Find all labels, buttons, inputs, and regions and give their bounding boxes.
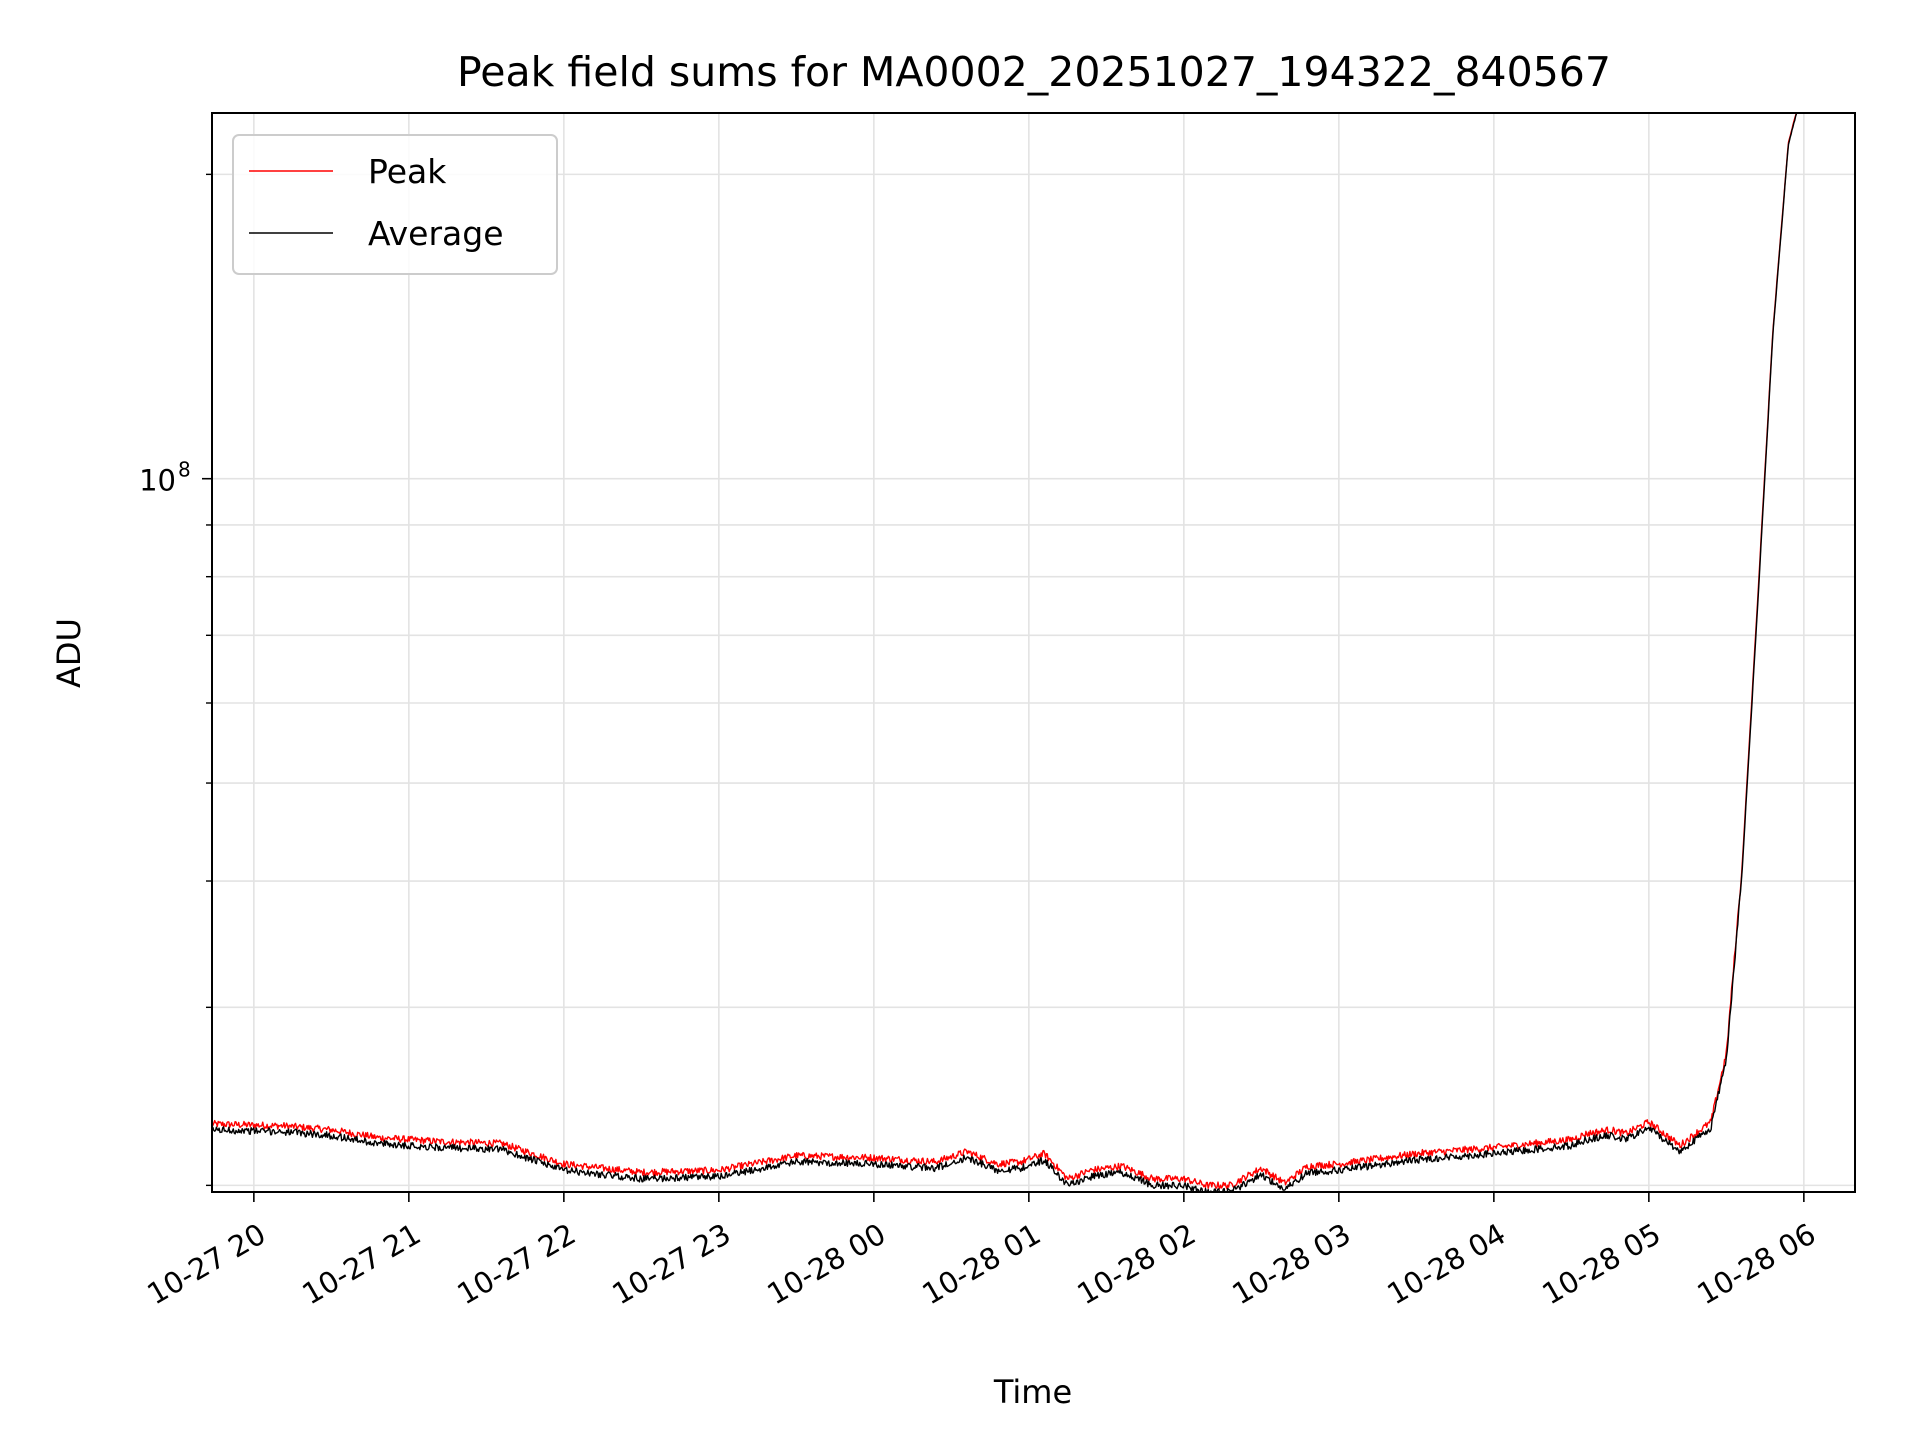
series-layer [212, 113, 1798, 1192]
ticks [202, 173, 1805, 1202]
plot-frame [211, 112, 1856, 1193]
legend-box [232, 134, 558, 275]
chart-title: Peak field sums for MA0002_20251027_1943… [457, 48, 1611, 96]
grid [212, 113, 1855, 1192]
y-tick-label-exponent: 8 [178, 458, 191, 482]
y-tick-label: 10 [139, 464, 176, 498]
series-line-average [212, 113, 1798, 1192]
legend-peak-label: Peak [368, 152, 447, 191]
legend-average-label: Average [368, 214, 504, 253]
series-line-peak [212, 113, 1798, 1190]
x-axis-label: Time [993, 1373, 1072, 1411]
legend: Peak Average [232, 134, 558, 275]
y-axis-label: ADU [50, 618, 88, 688]
